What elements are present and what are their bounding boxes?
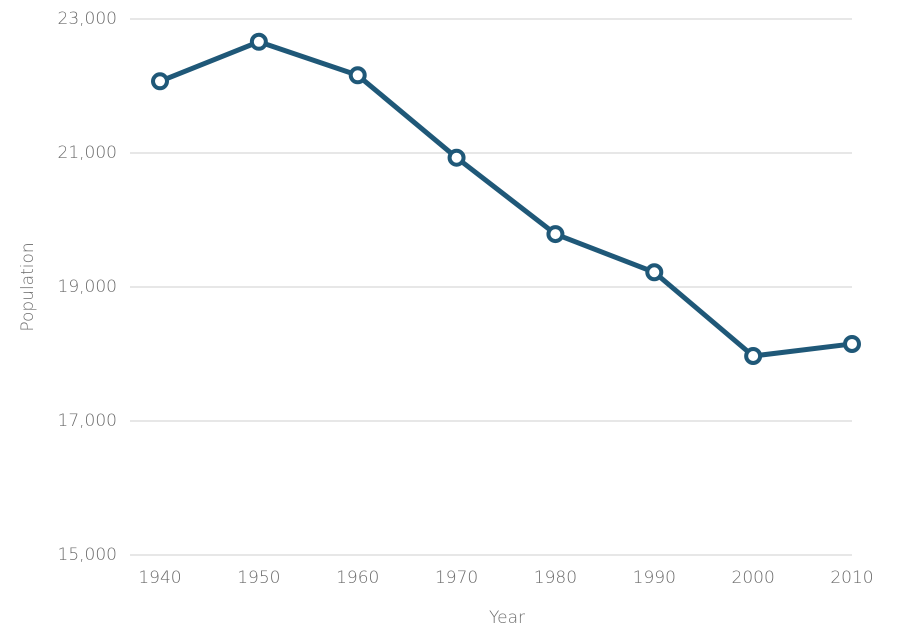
y-axis-label: Population	[18, 242, 38, 331]
data-point	[843, 334, 861, 353]
x-tick-label: 2010	[830, 568, 873, 588]
data-point	[645, 263, 664, 282]
data-line	[159, 39, 853, 359]
data-point	[348, 66, 367, 85]
y-tick-label: 19,000	[58, 277, 117, 297]
x-tick-label: 1980	[534, 568, 577, 588]
data-point	[546, 225, 565, 244]
y-tick-label: 15,000	[58, 545, 117, 565]
y-tick-label: 17,000	[58, 411, 117, 431]
x-tick-label: 1960	[336, 568, 379, 588]
x-tick-label: 1990	[633, 568, 676, 588]
x-tick-label: 2000	[732, 568, 775, 588]
data-point	[744, 347, 763, 366]
y-tick-label: 23,000	[58, 9, 117, 29]
data-point	[249, 32, 268, 51]
data-point	[447, 148, 466, 167]
x-axis-label: Year	[489, 608, 525, 628]
x-tick-label: 1970	[435, 568, 478, 588]
x-tick-label: 1950	[237, 568, 280, 588]
data-point	[151, 72, 169, 91]
y-tick-label: 21,000	[58, 143, 117, 163]
x-tick-label: 1940	[138, 568, 181, 588]
